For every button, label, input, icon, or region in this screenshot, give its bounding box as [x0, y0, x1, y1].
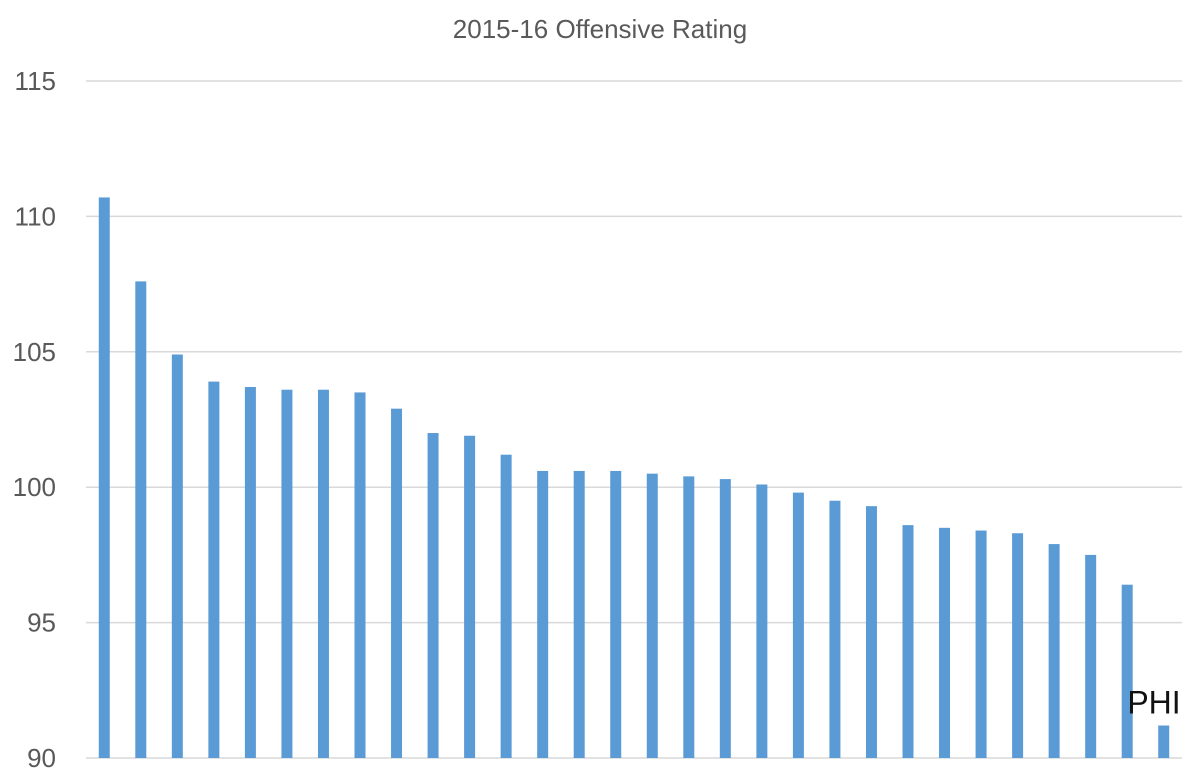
bar-19 — [756, 484, 768, 758]
bar-13 — [537, 470, 549, 758]
bar-8 — [354, 392, 366, 758]
y-tick-label: 90 — [27, 743, 56, 773]
bar-15 — [610, 470, 622, 758]
bar-2 — [135, 281, 147, 758]
chart-title: 2015-16 Offensive Rating — [453, 14, 747, 44]
bar-24 — [939, 527, 951, 758]
y-tick-label: 105 — [13, 337, 56, 367]
bar-22 — [865, 506, 877, 758]
bar-21 — [829, 500, 841, 758]
bars — [98, 197, 1170, 759]
bar-annotation-label: PHI — [1127, 685, 1180, 721]
y-tick-label: 110 — [15, 201, 56, 231]
gridlines — [86, 80, 1182, 759]
bar-12 — [500, 454, 512, 758]
bar-20 — [792, 492, 804, 758]
bar-9 — [391, 408, 403, 758]
bar-18 — [719, 479, 731, 758]
bar-16 — [646, 473, 658, 758]
bar-25 — [975, 530, 987, 758]
y-axis-tick-labels: 90 95 100 105 110 115 — [13, 66, 56, 773]
y-tick-label: 95 — [27, 608, 56, 638]
bar-10 — [427, 433, 439, 758]
bar-1 — [98, 197, 110, 759]
bar-23 — [902, 525, 914, 758]
bar-4 — [208, 381, 220, 758]
bar-3 — [171, 354, 183, 758]
annotations: PHI — [1127, 685, 1180, 721]
bar-14 — [573, 470, 585, 758]
bar-5 — [244, 387, 256, 758]
bar-11 — [464, 435, 476, 758]
y-tick-label: 100 — [13, 472, 56, 502]
bar-29 — [1121, 584, 1133, 758]
bar-7 — [317, 389, 329, 758]
bar-27 — [1048, 544, 1060, 758]
bar-17 — [683, 476, 695, 758]
bar-6 — [281, 389, 293, 758]
bar-30 — [1158, 725, 1170, 758]
bar-28 — [1085, 554, 1097, 758]
bar-26 — [1012, 533, 1024, 758]
y-tick-label: 115 — [15, 66, 56, 96]
